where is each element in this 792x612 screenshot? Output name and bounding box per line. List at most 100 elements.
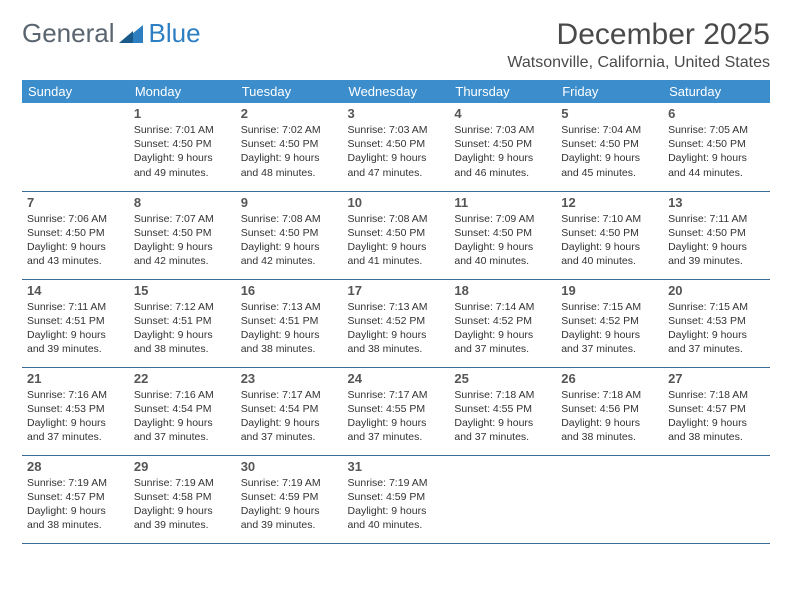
day-number: 26 <box>561 371 658 386</box>
day-number: 10 <box>348 195 445 210</box>
day-info: Sunrise: 7:17 AMSunset: 4:55 PMDaylight:… <box>348 388 445 445</box>
calendar-day-cell: 15 Sunrise: 7:12 AMSunset: 4:51 PMDayligh… <box>129 279 236 367</box>
calendar-day-cell: 3 Sunrise: 7:03 AMSunset: 4:50 PMDaylight… <box>343 103 450 191</box>
day-info: Sunrise: 7:19 AMSunset: 4:57 PMDaylight:… <box>27 476 124 533</box>
title-block: December 2025 Watsonville, California, U… <box>507 18 770 72</box>
calendar-day-cell: 25 Sunrise: 7:18 AMSunset: 4:55 PMDayligh… <box>449 367 556 455</box>
calendar-day-cell: 10 Sunrise: 7:08 AMSunset: 4:50 PMDayligh… <box>343 191 450 279</box>
day-info: Sunrise: 7:15 AMSunset: 4:53 PMDaylight:… <box>668 300 765 357</box>
day-info: Sunrise: 7:09 AMSunset: 4:50 PMDaylight:… <box>454 212 551 269</box>
day-number: 21 <box>27 371 124 386</box>
day-info: Sunrise: 7:13 AMSunset: 4:52 PMDaylight:… <box>348 300 445 357</box>
calendar-day-cell: 13Sunrise: 7:11 AMSunset: 4:50 PMDayligh… <box>663 191 770 279</box>
day-number: 18 <box>454 283 551 298</box>
calendar-day-cell: 12 Sunrise: 7:10 AMSunset: 4:50 PMDayligh… <box>556 191 663 279</box>
day-number: 5 <box>561 106 658 121</box>
day-info: Sunrise: 7:12 AMSunset: 4:51 PMDaylight:… <box>134 300 231 357</box>
day-number: 19 <box>561 283 658 298</box>
calendar-day-cell: 1Sunrise: 7:01 AMSunset: 4:50 PMDaylight… <box>129 103 236 191</box>
calendar-empty-cell <box>449 455 556 543</box>
day-info: Sunrise: 7:19 AMSunset: 4:59 PMDaylight:… <box>348 476 445 533</box>
day-number: 28 <box>27 459 124 474</box>
day-number: 7 <box>27 195 124 210</box>
day-info: Sunrise: 7:17 AMSunset: 4:54 PMDaylight:… <box>241 388 338 445</box>
day-number: 25 <box>454 371 551 386</box>
weekday-header: Sunday <box>22 80 129 103</box>
calendar-day-cell: 17 Sunrise: 7:13 AMSunset: 4:52 PMDayligh… <box>343 279 450 367</box>
calendar-day-cell: 14Sunrise: 7:11 AMSunset: 4:51 PMDayligh… <box>22 279 129 367</box>
day-info: Sunrise: 7:08 AMSunset: 4:50 PMDaylight:… <box>348 212 445 269</box>
weekday-header: Monday <box>129 80 236 103</box>
weekday-header: Friday <box>556 80 663 103</box>
calendar-day-cell: 22Sunrise: 7:16 AMSunset: 4:54 PMDayligh… <box>129 367 236 455</box>
calendar-day-cell: 16 Sunrise: 7:13 AMSunset: 4:51 PMDayligh… <box>236 279 343 367</box>
day-number: 3 <box>348 106 445 121</box>
calendar-day-cell: 21 Sunrise: 7:16 AMSunset: 4:53 PMDayligh… <box>22 367 129 455</box>
day-number: 15 <box>134 283 231 298</box>
weekday-header: Saturday <box>663 80 770 103</box>
day-number: 8 <box>134 195 231 210</box>
calendar-day-cell: 23 Sunrise: 7:17 AMSunset: 4:54 PMDayligh… <box>236 367 343 455</box>
calendar-day-cell: 9 Sunrise: 7:08 AMSunset: 4:50 PMDaylight… <box>236 191 343 279</box>
day-info: Sunrise: 7:19 AMSunset: 4:59 PMDaylight:… <box>241 476 338 533</box>
day-info: Sunrise: 7:03 AMSunset: 4:50 PMDaylight:… <box>348 123 445 180</box>
day-number: 29 <box>134 459 231 474</box>
brand-part2: Blue <box>149 18 201 49</box>
calendar-day-cell: 30 Sunrise: 7:19 AMSunset: 4:59 PMDayligh… <box>236 455 343 543</box>
day-number: 22 <box>134 371 231 386</box>
weekday-row: SundayMondayTuesdayWednesdayThursdayFrid… <box>22 80 770 103</box>
day-info: Sunrise: 7:06 AMSunset: 4:50 PMDaylight:… <box>27 212 124 269</box>
calendar-day-cell: 19 Sunrise: 7:15 AMSunset: 4:52 PMDayligh… <box>556 279 663 367</box>
day-info: Sunrise: 7:08 AMSunset: 4:50 PMDaylight:… <box>241 212 338 269</box>
day-info: Sunrise: 7:04 AMSunset: 4:50 PMDaylight:… <box>561 123 658 180</box>
day-info: Sunrise: 7:11 AMSunset: 4:51 PMDaylight:… <box>27 300 124 357</box>
brand-part1: General <box>22 18 115 49</box>
day-number: 20 <box>668 283 765 298</box>
calendar-week-row: 1Sunrise: 7:01 AMSunset: 4:50 PMDaylight… <box>22 103 770 191</box>
calendar-day-cell: 31 Sunrise: 7:19 AMSunset: 4:59 PMDayligh… <box>343 455 450 543</box>
day-info: Sunrise: 7:03 AMSunset: 4:50 PMDaylight:… <box>454 123 551 180</box>
day-number: 30 <box>241 459 338 474</box>
day-number: 12 <box>561 195 658 210</box>
day-number: 9 <box>241 195 338 210</box>
calendar-body: 1Sunrise: 7:01 AMSunset: 4:50 PMDaylight… <box>22 103 770 543</box>
calendar-day-cell: 24 Sunrise: 7:17 AMSunset: 4:55 PMDayligh… <box>343 367 450 455</box>
calendar-day-cell: 28 Sunrise: 7:19 AMSunset: 4:57 PMDayligh… <box>22 455 129 543</box>
day-info: Sunrise: 7:16 AMSunset: 4:53 PMDaylight:… <box>27 388 124 445</box>
day-info: Sunrise: 7:02 AMSunset: 4:50 PMDaylight:… <box>241 123 338 180</box>
day-number: 2 <box>241 106 338 121</box>
calendar-day-cell: 27Sunrise: 7:18 AMSunset: 4:57 PMDayligh… <box>663 367 770 455</box>
calendar-week-row: 14Sunrise: 7:11 AMSunset: 4:51 PMDayligh… <box>22 279 770 367</box>
weekday-header: Wednesday <box>343 80 450 103</box>
day-number: 31 <box>348 459 445 474</box>
calendar-day-cell: 11 Sunrise: 7:09 AMSunset: 4:50 PMDayligh… <box>449 191 556 279</box>
day-number: 16 <box>241 283 338 298</box>
day-number: 6 <box>668 106 765 121</box>
calendar-day-cell: 2 Sunrise: 7:02 AMSunset: 4:50 PMDaylight… <box>236 103 343 191</box>
day-info: Sunrise: 7:13 AMSunset: 4:51 PMDaylight:… <box>241 300 338 357</box>
calendar-day-cell: 7 Sunrise: 7:06 AMSunset: 4:50 PMDaylight… <box>22 191 129 279</box>
calendar-day-cell: 18Sunrise: 7:14 AMSunset: 4:52 PMDayligh… <box>449 279 556 367</box>
sail-icon <box>119 23 145 45</box>
day-number: 11 <box>454 195 551 210</box>
calendar-day-cell: 29Sunrise: 7:19 AMSunset: 4:58 PMDayligh… <box>129 455 236 543</box>
day-number: 27 <box>668 371 765 386</box>
calendar-week-row: 21 Sunrise: 7:16 AMSunset: 4:53 PMDayligh… <box>22 367 770 455</box>
calendar-day-cell: 8Sunrise: 7:07 AMSunset: 4:50 PMDaylight… <box>129 191 236 279</box>
day-info: Sunrise: 7:15 AMSunset: 4:52 PMDaylight:… <box>561 300 658 357</box>
calendar-empty-cell <box>556 455 663 543</box>
day-number: 24 <box>348 371 445 386</box>
location-text: Watsonville, California, United States <box>507 54 770 72</box>
calendar-head: SundayMondayTuesdayWednesdayThursdayFrid… <box>22 80 770 103</box>
weekday-header: Tuesday <box>236 80 343 103</box>
month-title: December 2025 <box>507 18 770 52</box>
calendar-day-cell: 6Sunrise: 7:05 AMSunset: 4:50 PMDaylight… <box>663 103 770 191</box>
calendar-day-cell: 4Sunrise: 7:03 AMSunset: 4:50 PMDaylight… <box>449 103 556 191</box>
day-number: 23 <box>241 371 338 386</box>
weekday-header: Thursday <box>449 80 556 103</box>
day-number: 17 <box>348 283 445 298</box>
calendar-empty-cell <box>22 103 129 191</box>
calendar-week-row: 28 Sunrise: 7:19 AMSunset: 4:57 PMDayligh… <box>22 455 770 543</box>
day-info: Sunrise: 7:10 AMSunset: 4:50 PMDaylight:… <box>561 212 658 269</box>
day-info: Sunrise: 7:18 AMSunset: 4:55 PMDaylight:… <box>454 388 551 445</box>
